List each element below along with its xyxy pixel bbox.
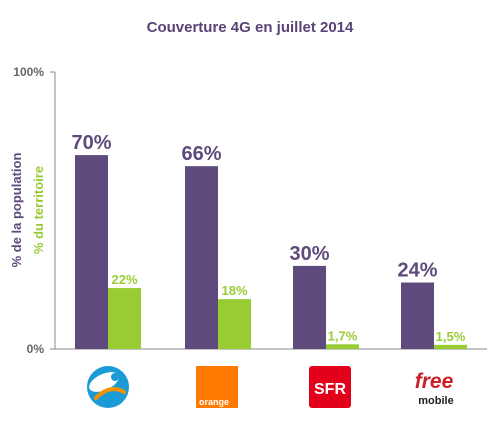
bar-labels-group: 70% 66% 30% 24% 22% 18% 1,7% 1,5%	[71, 132, 465, 344]
y-axis-label-population: % de la population	[9, 153, 24, 268]
data-label-territory-1: 18%	[221, 283, 247, 298]
bar-population-2	[293, 265, 326, 349]
bouygues-logo	[87, 366, 129, 408]
data-label-population-0: 70%	[71, 132, 111, 154]
bar-territory-0	[108, 288, 141, 349]
bar-territory-1	[218, 299, 251, 349]
orange-logo: orange	[196, 366, 238, 408]
y-axis-label-territory: % du territoire	[31, 166, 46, 254]
data-label-population-3: 24%	[397, 260, 437, 282]
data-label-population-2: 30%	[289, 243, 329, 265]
sfr-logo-text: SFR	[314, 381, 346, 398]
data-label-territory-3: 1,5%	[436, 329, 466, 344]
bar-population-3	[401, 282, 434, 349]
free-logo: free mobile	[415, 370, 454, 407]
sfr-logo: SFR	[309, 366, 351, 408]
bar-territory-2	[326, 344, 359, 349]
data-label-population-1: 66%	[181, 143, 221, 165]
data-label-territory-2: 1,7%	[328, 328, 358, 343]
free-logo-text: free	[415, 370, 454, 393]
orange-logo-text: orange	[199, 397, 229, 407]
y-tick-label-100: 100%	[13, 65, 44, 79]
bar-territory-3	[434, 344, 467, 349]
bars-group	[75, 155, 467, 349]
y-tick-label-0: 0%	[27, 342, 45, 356]
data-label-territory-0: 22%	[111, 272, 137, 287]
free-logo-subtext: mobile	[418, 395, 453, 407]
chart-title: Couverture 4G en juillet 2014	[147, 19, 354, 36]
bar-population-0	[75, 155, 108, 349]
bar-population-1	[185, 166, 218, 349]
